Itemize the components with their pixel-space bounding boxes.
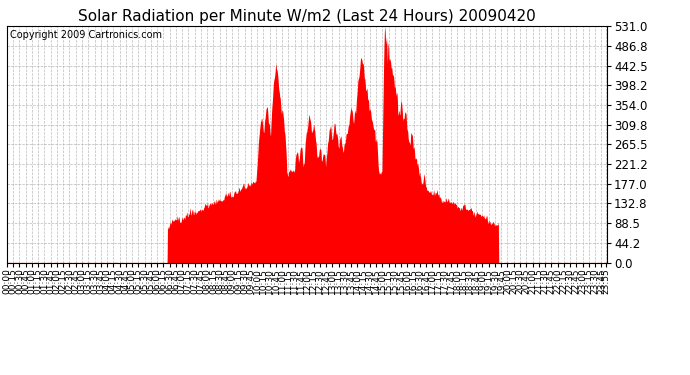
Text: Copyright 2009 Cartronics.com: Copyright 2009 Cartronics.com bbox=[10, 30, 162, 40]
Title: Solar Radiation per Minute W/m2 (Last 24 Hours) 20090420: Solar Radiation per Minute W/m2 (Last 24… bbox=[78, 9, 536, 24]
